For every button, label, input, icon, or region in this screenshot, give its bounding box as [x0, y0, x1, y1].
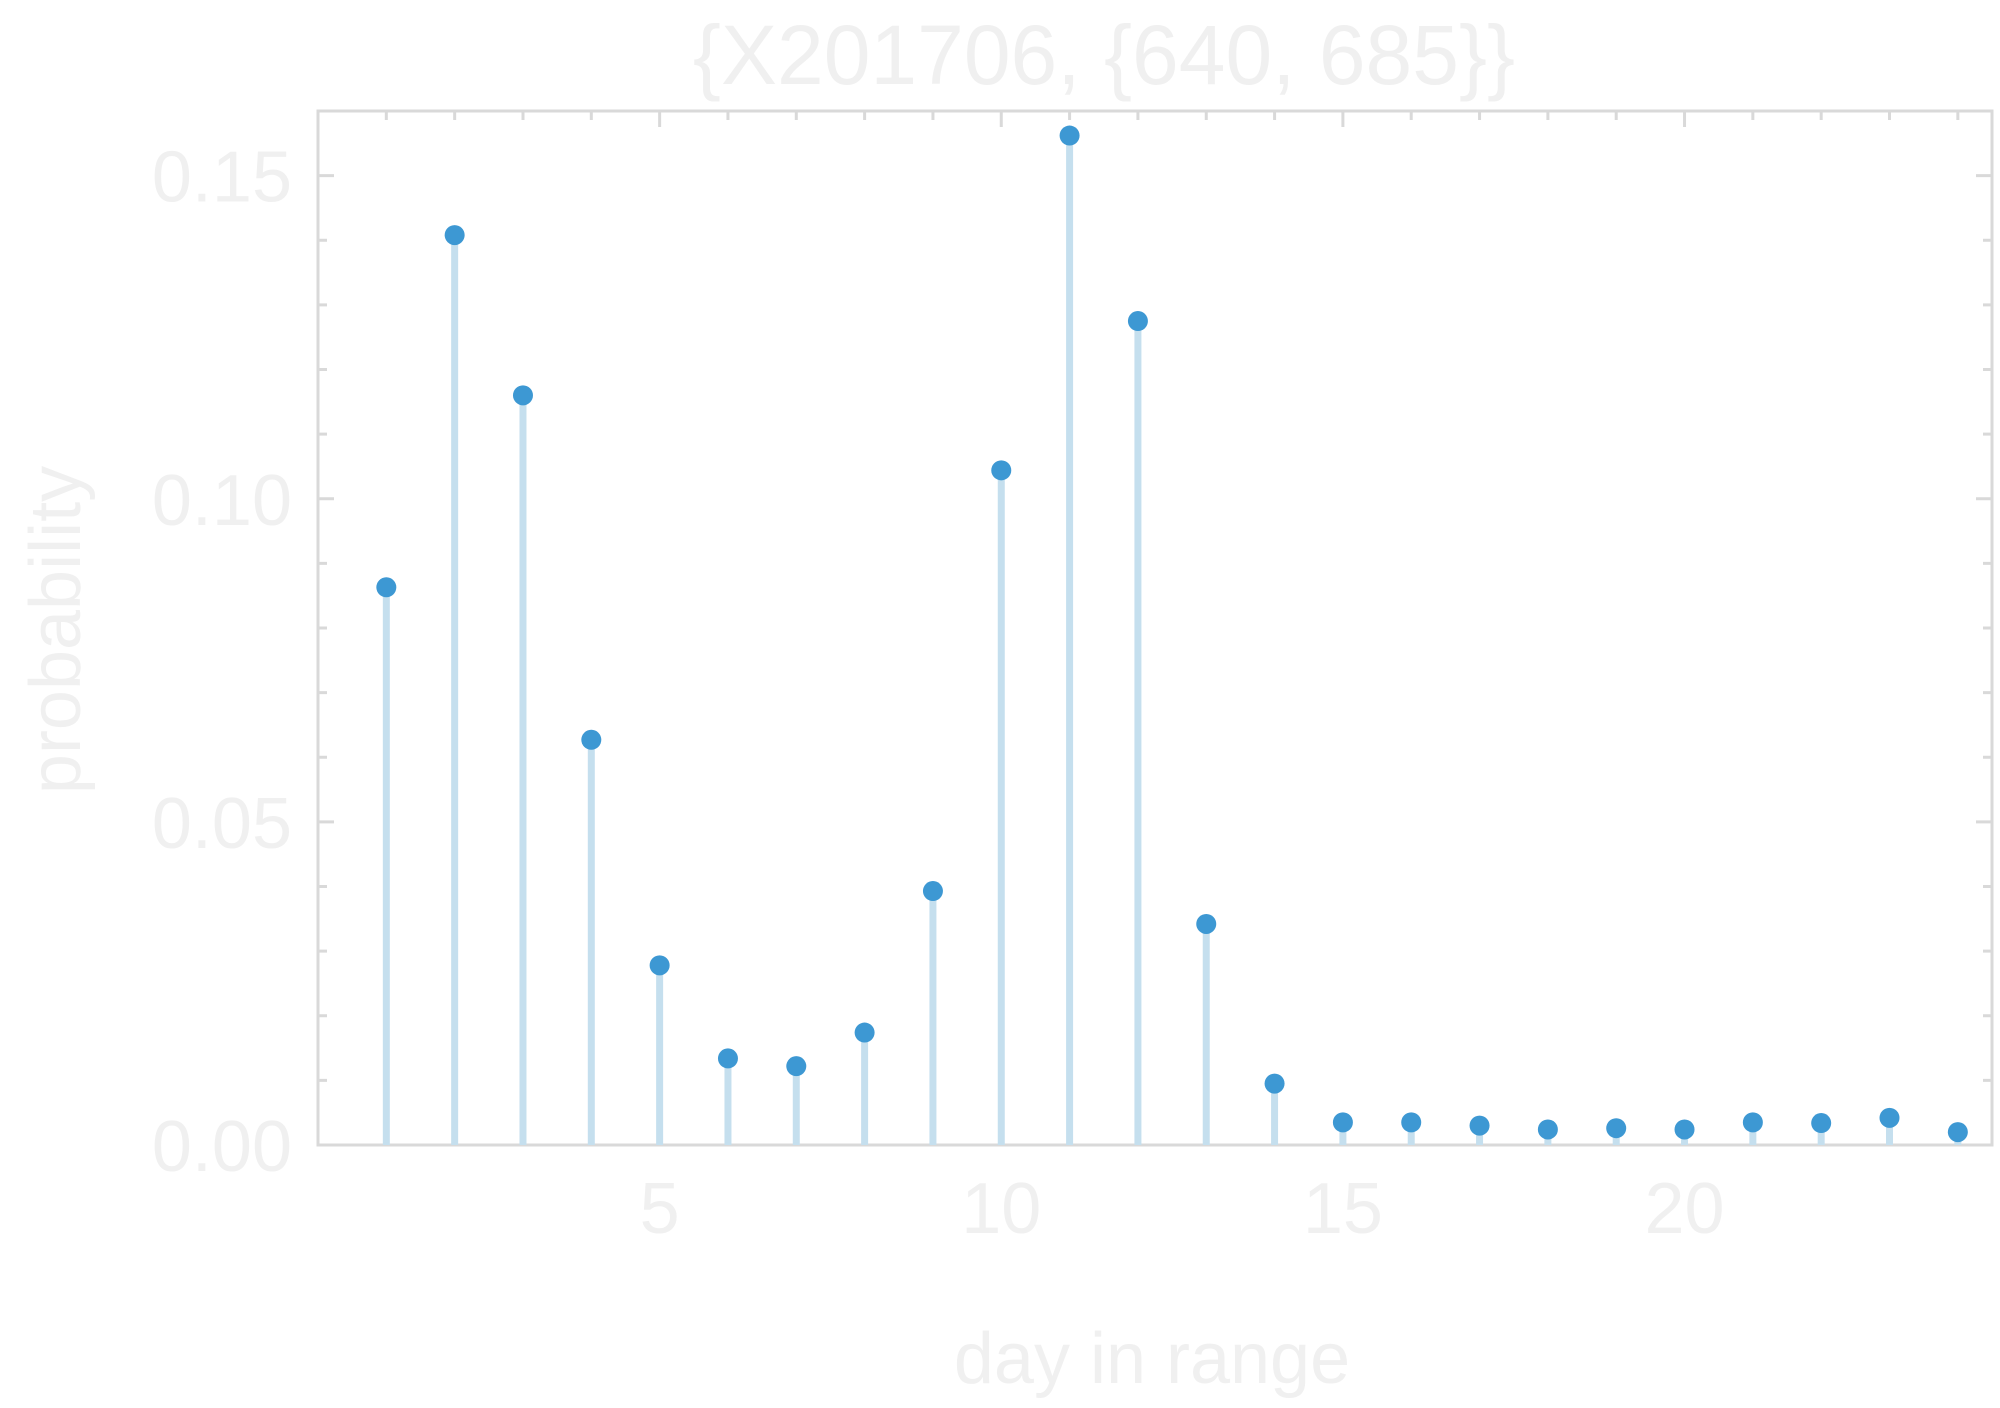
data-point	[1674, 1119, 1695, 1140]
data-point	[922, 881, 943, 902]
data-point	[1264, 1073, 1285, 1094]
y-tick-label: 0.10	[152, 461, 292, 541]
x-tick-label: 20	[1644, 1169, 1724, 1249]
data-point	[1742, 1112, 1763, 1133]
data-point	[1469, 1115, 1490, 1136]
data-point	[1947, 1122, 1968, 1143]
data-point	[512, 385, 533, 406]
chart-title: {X201706, {640, 685}}	[693, 8, 1515, 102]
y-tick-label: 0.15	[152, 138, 292, 218]
data-point	[1332, 1112, 1353, 1133]
data-point	[991, 460, 1012, 481]
tick-labels: 5 10 15 20 0.00 0.05 0.10 0.15	[152, 138, 1725, 1249]
data-point	[1811, 1113, 1832, 1134]
data-point	[444, 225, 465, 246]
plot-frame-rect	[316, 109, 1994, 1147]
data-point	[376, 577, 397, 598]
data-point	[717, 1048, 738, 1069]
plot-frame	[316, 109, 1994, 1147]
data-point	[1196, 913, 1217, 934]
data-point	[1127, 311, 1148, 332]
axis-ticks	[318, 109, 1992, 1147]
data-point	[854, 1022, 875, 1043]
x-tick-label: 5	[640, 1169, 680, 1249]
y-tick-label: 0.00	[152, 1107, 292, 1187]
points	[376, 125, 1968, 1143]
x-tick-label: 15	[1303, 1169, 1383, 1249]
data-point	[1401, 1112, 1422, 1133]
data-point	[1059, 125, 1080, 146]
data-point	[649, 955, 670, 976]
data-point	[581, 729, 602, 750]
y-tick-label: 0.05	[152, 784, 292, 864]
data-point	[1879, 1107, 1900, 1128]
data-point	[1606, 1118, 1627, 1139]
x-tick-label: 10	[961, 1169, 1041, 1249]
data-point	[786, 1056, 807, 1077]
x-axis-label: day in range	[954, 1319, 1350, 1399]
data-point	[1537, 1119, 1558, 1140]
y-axis-label: probability	[16, 466, 96, 794]
stems	[382, 135, 1962, 1145]
